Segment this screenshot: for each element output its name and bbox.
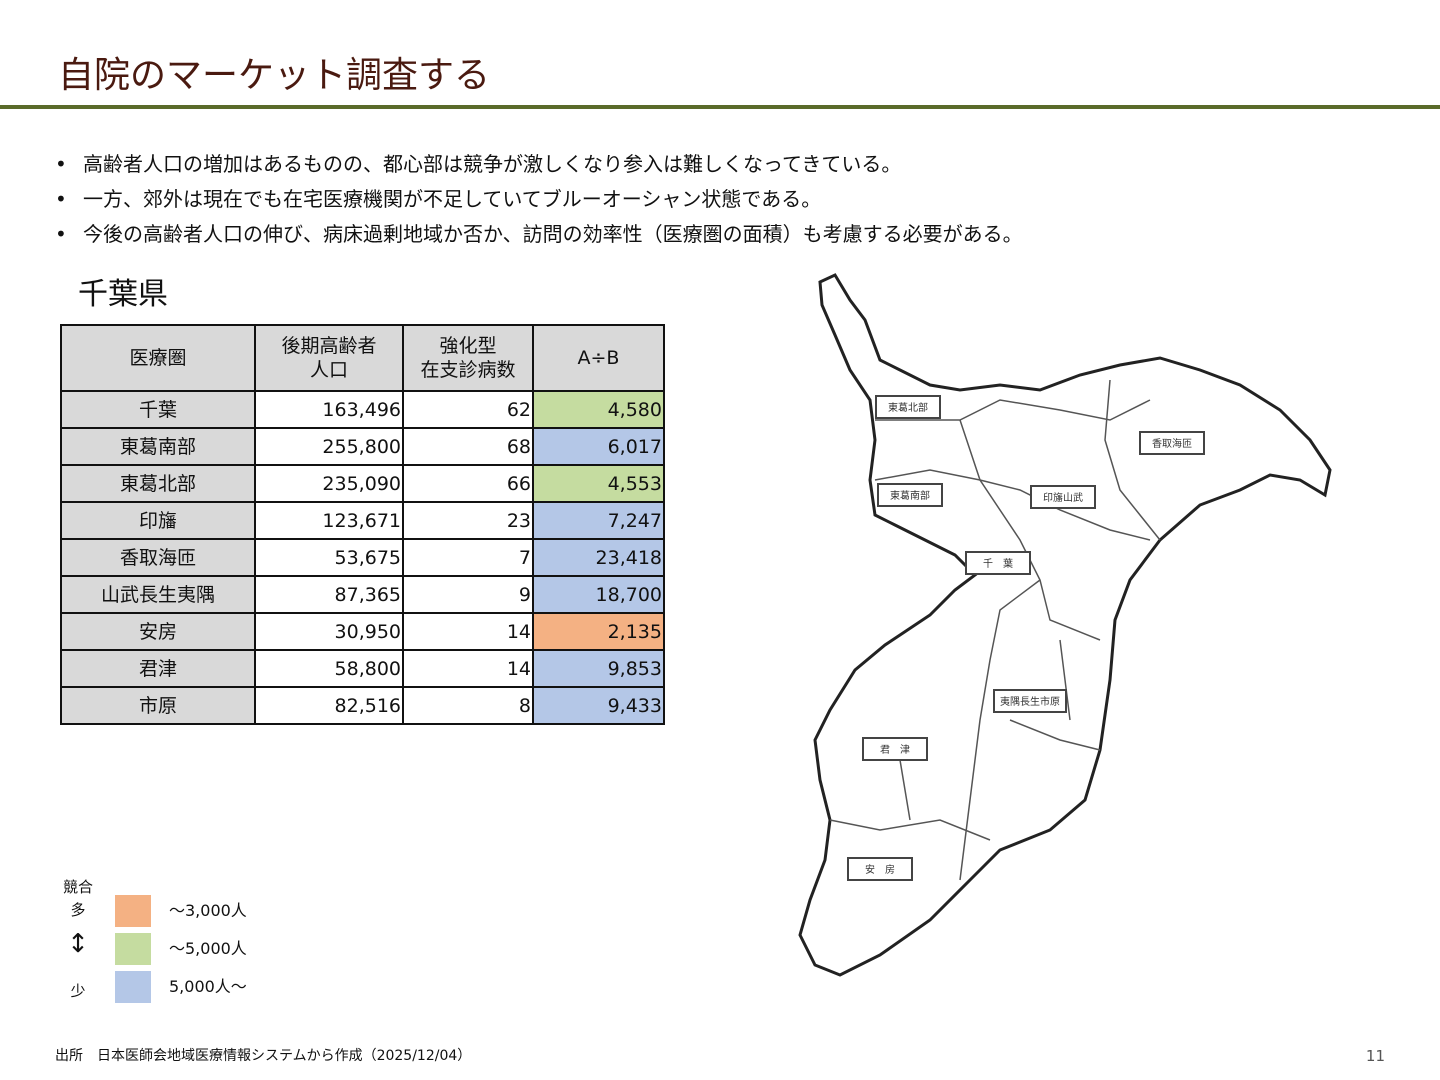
area-cell: 市原 — [60, 686, 256, 725]
bullet-item: • 高齢者人口の増加はあるものの、都心部は競争が激しくなり参入は難しくなってきてい… — [55, 150, 1415, 178]
legend-row: ～5,000人 — [115, 933, 247, 965]
legend-label: ～3,000人 — [169, 901, 247, 920]
clinics-cell: 7 — [402, 538, 534, 577]
area-boundaries — [829, 379, 1161, 881]
map-label: 千 葉 — [983, 557, 1013, 570]
population-cell: 163,496 — [254, 390, 404, 429]
table-row: 山武長生夷隅 87,365 9 18,700 — [60, 575, 665, 614]
legend-label: 5,000人～ — [169, 977, 247, 996]
area-cell: 安房 — [60, 612, 256, 651]
ratio-cell: 23,418 — [532, 538, 665, 577]
ratio-cell: 4,553 — [532, 464, 665, 503]
bullet-text: 一方、郊外は現在でも在宅医療機関が不足していてブルーオーシャン状態である。 — [83, 187, 822, 211]
clinics-cell: 14 — [402, 612, 534, 651]
col-header: 後期高齢者 人口 — [254, 324, 404, 392]
population-cell: 123,671 — [254, 501, 404, 540]
medical-area-table: 医療圏 後期高齢者 人口 強化型 在支診病数 A÷B 千葉 163,496 62… — [60, 324, 665, 725]
map-label: 夷隅長生市原 — [1000, 695, 1060, 708]
table-row: 君津 58,800 14 9,853 — [60, 649, 665, 688]
clinics-cell: 14 — [402, 649, 534, 688]
page-number: 11 — [1365, 1047, 1385, 1065]
legend-row: 5,000人～ — [115, 971, 247, 1003]
ratio-cell: 6,017 — [532, 427, 665, 466]
population-cell: 255,800 — [254, 427, 404, 466]
bullet-item: • 今後の高齢者人口の伸び、病床過剰地域か否か、訪問の効率性（医療圏の面積）も考慮… — [55, 220, 1415, 248]
bullet-text: 高齢者人口の増加はあるものの、都心部は競争が激しくなり参入は難しくなってきている… — [83, 152, 902, 176]
population-cell: 235,090 — [254, 464, 404, 503]
clinics-cell: 66 — [402, 464, 534, 503]
source-footer: 出所 日本医師会地域医療情報システムから作成（2025/12/04） — [55, 1048, 472, 1064]
population-cell: 53,675 — [254, 538, 404, 577]
population-cell: 82,516 — [254, 686, 404, 725]
ratio-cell: 18,700 — [532, 575, 665, 614]
map-label-box — [1139, 431, 1205, 455]
title-rule — [0, 105, 1440, 109]
legend-many: 多 — [70, 901, 86, 919]
bullet-list: • 高齢者人口の増加はあるものの、都心部は競争が激しくなり参入は難しくなってきてい… — [55, 150, 1415, 255]
map-label-box — [877, 483, 943, 507]
map-label: 安 房 — [865, 863, 895, 876]
population-cell: 87,365 — [254, 575, 404, 614]
col-header: A÷B — [532, 324, 665, 392]
area-cell: 千葉 — [60, 390, 256, 429]
ratio-cell: 9,433 — [532, 686, 665, 725]
area-cell: 山武長生夷隅 — [60, 575, 256, 614]
legend-row: ～3,000人 — [115, 895, 247, 927]
map-label: 君 津 — [880, 744, 910, 756]
page-title: 自院のマーケット調査する — [58, 55, 491, 96]
table-row: 安房 30,950 14 2,135 — [60, 612, 665, 651]
table-row: 印旛 123,671 23 7,247 — [60, 501, 665, 540]
bullet-item: • 一方、郊外は現在でも在宅医療機関が不足していてブルーオーシャン状態である。 — [55, 185, 1415, 213]
area-cell: 香取海匝 — [60, 538, 256, 577]
col-header: 医療圏 — [60, 324, 256, 392]
population-cell: 58,800 — [254, 649, 404, 688]
legend-few: 少 — [70, 982, 86, 1000]
table-row: 香取海匝 53,675 7 23,418 — [60, 538, 665, 577]
col-header: 強化型 在支診病数 — [402, 324, 534, 392]
map-label-box — [875, 395, 941, 419]
map-label: 東葛南部 — [890, 489, 930, 502]
clinics-cell: 9 — [402, 575, 534, 614]
bullet-dot-icon: • — [55, 222, 67, 246]
area-cell: 印旛 — [60, 501, 256, 540]
legend-swatch-low — [115, 971, 151, 1003]
ratio-cell: 9,853 — [532, 649, 665, 688]
map-label: 東葛北部 — [888, 401, 928, 414]
bullet-dot-icon: • — [55, 152, 67, 176]
legend: 競合 多 ↕ 少 ～3,000人 ～5,000人 5,000人～ — [58, 878, 298, 1008]
area-cell: 君津 — [60, 649, 256, 688]
map-label-box — [965, 551, 1031, 575]
prefecture-title: 千葉県 — [78, 277, 168, 312]
ratio-cell: 7,247 — [532, 501, 665, 540]
legend-competition: 競合 — [62, 878, 93, 896]
map-label-box — [862, 737, 928, 761]
up-down-arrow-icon: ↕ — [67, 929, 89, 959]
table-row: 東葛北部 235,090 66 4,553 — [60, 464, 665, 503]
bullet-text: 今後の高齢者人口の伸び、病床過剰地域か否か、訪問の効率性（医療圏の面積）も考慮す… — [83, 222, 1023, 246]
map-label-box — [993, 689, 1067, 713]
map-label: 印旛山武 — [1043, 491, 1083, 504]
clinics-cell: 8 — [402, 686, 534, 725]
ratio-cell: 2,135 — [532, 612, 665, 651]
legend-swatch-high — [115, 895, 151, 927]
map-label: 香取海匝 — [1152, 437, 1192, 450]
area-cell: 東葛南部 — [60, 427, 256, 466]
map-label-box — [847, 857, 913, 881]
clinics-cell: 68 — [402, 427, 534, 466]
population-cell: 30,950 — [254, 612, 404, 651]
table-row: 市原 82,516 8 9,433 — [60, 686, 665, 725]
table-row: 東葛南部 255,800 68 6,017 — [60, 427, 665, 466]
legend-swatch-mid — [115, 933, 151, 965]
clinics-cell: 62 — [402, 390, 534, 429]
clinics-cell: 23 — [402, 501, 534, 540]
ratio-cell: 4,580 — [532, 390, 665, 429]
area-cell: 東葛北部 — [60, 464, 256, 503]
legend-label: ～5,000人 — [169, 939, 247, 958]
bullet-dot-icon: • — [55, 187, 67, 211]
table-row: 千葉 163,496 62 4,580 — [60, 390, 665, 429]
legend-scale: 競合 多 ↕ 少 — [58, 878, 98, 1008]
map-label-box — [1030, 485, 1096, 509]
